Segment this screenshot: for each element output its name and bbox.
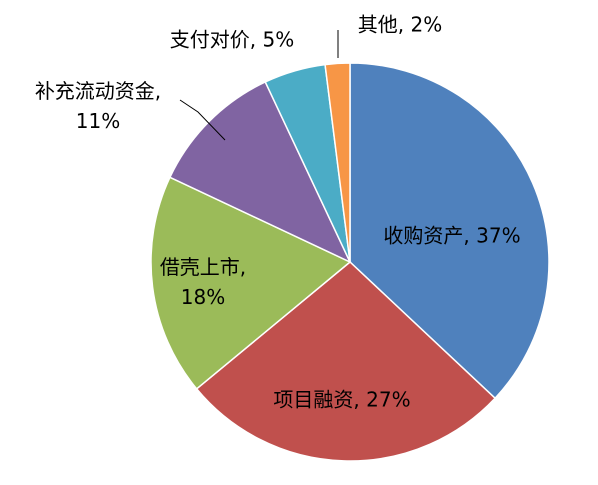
data-label-line: 18% xyxy=(181,285,225,309)
data-label-line: 借壳上市, xyxy=(160,255,246,279)
data-label: 补充流动资金, 11% xyxy=(35,79,161,133)
leader-line xyxy=(179,99,226,141)
pie-slice xyxy=(349,62,550,400)
data-label-line: 补充流动资金, xyxy=(35,79,161,103)
pie-slice xyxy=(195,261,497,462)
data-label: 项目融资, 27% xyxy=(273,388,410,412)
data-label-line: 11% xyxy=(76,109,120,133)
data-label: 借壳上市, 18% xyxy=(160,255,246,309)
data-label: 收购资产, 37% xyxy=(383,224,520,248)
data-label: 其他, 2% xyxy=(358,13,442,37)
pie-slice xyxy=(150,176,352,390)
pie-slice xyxy=(168,80,352,264)
data-label: 支付对价, 5% xyxy=(170,28,294,52)
pie-slice xyxy=(324,62,351,263)
